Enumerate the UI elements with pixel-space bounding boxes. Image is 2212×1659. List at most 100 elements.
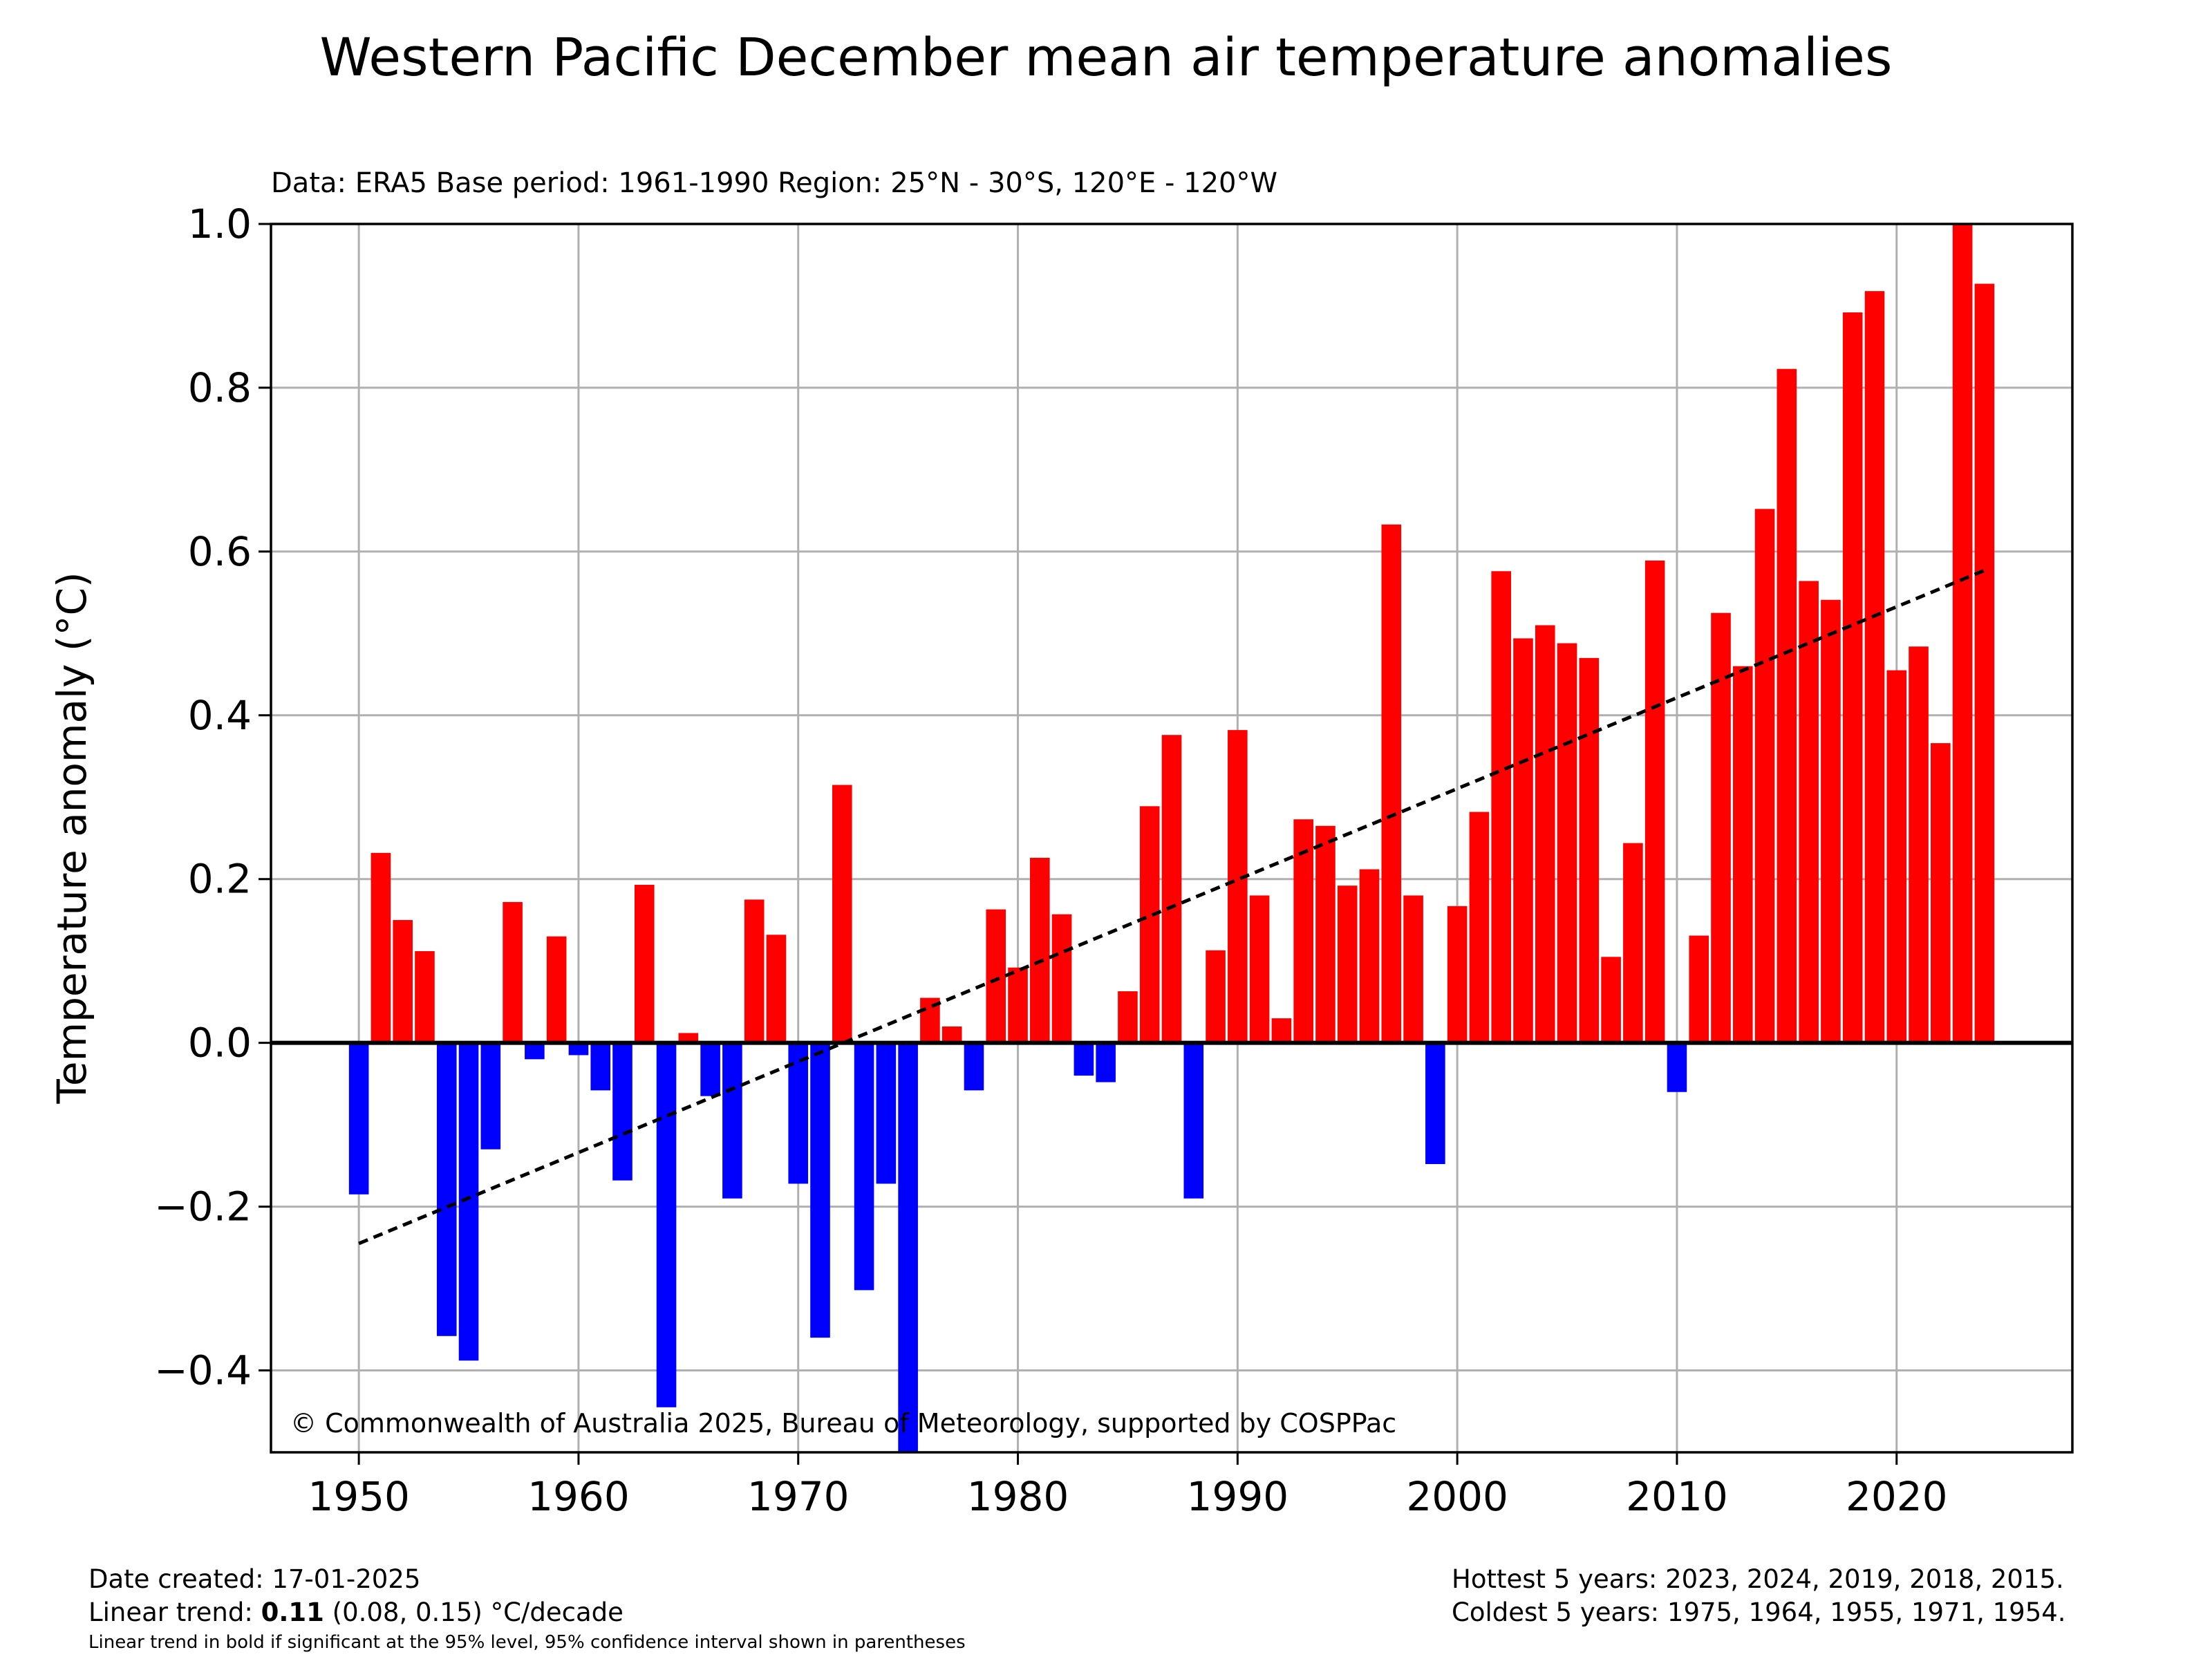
bar-2010 <box>1667 1042 1687 1092</box>
bar-1962 <box>612 1042 632 1181</box>
bar-2009 <box>1644 560 1665 1043</box>
bar-1955 <box>458 1042 479 1361</box>
bar-1965 <box>678 1033 699 1043</box>
bar-1970 <box>788 1042 809 1184</box>
bar-1975 <box>898 1042 918 1452</box>
y-tick-label-m0.4: −0.4 <box>154 1347 252 1394</box>
y-tick-label-0.4: 0.4 <box>188 692 252 739</box>
bar-1950 <box>348 1042 369 1194</box>
bar-2000 <box>1447 906 1468 1043</box>
trend-prefix: Linear trend: <box>88 1597 261 1627</box>
x-tick-label-2000: 2000 <box>1406 1473 1508 1520</box>
axes: 1950 1960 1970 1980 1990 2000 2010 2020 −0.4 −0.2… <box>154 200 2074 1520</box>
coldest-years: Coldest 5 years: 1975, 1964, 1955, 1971,… <box>1452 1597 2066 1627</box>
bar-1954 <box>436 1042 457 1336</box>
bar-1969 <box>766 935 787 1043</box>
bar-2012 <box>1711 612 1731 1043</box>
x-tick-label-1960: 1960 <box>527 1473 630 1520</box>
bar-2018 <box>1842 312 1863 1043</box>
bar-1964 <box>656 1042 677 1407</box>
bar-1963 <box>634 885 655 1043</box>
bar-2015 <box>1777 368 1797 1043</box>
bar-2011 <box>1689 935 1709 1043</box>
bar-1974 <box>876 1042 897 1184</box>
bar-2013 <box>1732 666 1753 1043</box>
y-tick-label-1: 1.0 <box>188 200 252 247</box>
trend-line <box>358 568 1985 1246</box>
bar-1972 <box>832 785 852 1043</box>
y-tick-label-m0.2: −0.2 <box>154 1183 252 1230</box>
x-tick-label-1980: 1980 <box>967 1473 1069 1520</box>
bar-1988 <box>1183 1042 1204 1199</box>
bar-2002 <box>1491 571 1512 1043</box>
bar-1977 <box>941 1026 962 1043</box>
bar-2004 <box>1535 625 1555 1043</box>
bar-1995 <box>1337 885 1358 1043</box>
bar-2017 <box>1821 599 1841 1043</box>
bar-2008 <box>1623 843 1643 1043</box>
y-tick-label-0: 0.0 <box>188 1020 252 1067</box>
bar-1978 <box>964 1042 984 1091</box>
hottest-years: Hottest 5 years: 2023, 2024, 2019, 2018,… <box>1452 1564 2064 1594</box>
plot-frame <box>270 223 2074 1454</box>
bar-1959 <box>546 936 567 1043</box>
bar-2014 <box>1754 509 1775 1043</box>
date-created: Date created: 17-01-2025 <box>88 1564 421 1594</box>
x-tick-label-1970: 1970 <box>747 1473 850 1520</box>
bar-2005 <box>1557 643 1577 1043</box>
bar-1968 <box>744 899 765 1043</box>
bar-1990 <box>1228 730 1248 1043</box>
bar-2021 <box>1909 646 1929 1043</box>
bar-1952 <box>393 919 413 1043</box>
trend-note: Linear trend in bold if significant at t… <box>88 1632 966 1653</box>
bar-2022 <box>1931 743 1951 1043</box>
bar-1997 <box>1381 524 1402 1043</box>
trend-value: 0.11 <box>261 1597 324 1627</box>
bar-2019 <box>1864 291 1885 1043</box>
y-tick-label-0.2: 0.2 <box>188 856 252 903</box>
bar-1985 <box>1118 991 1138 1043</box>
bar-1967 <box>722 1042 742 1199</box>
bar-2023 <box>1952 224 1973 1043</box>
bar-1957 <box>503 901 523 1043</box>
bar-2001 <box>1469 812 1490 1043</box>
bar-1958 <box>525 1042 545 1060</box>
bar-1998 <box>1403 895 1423 1043</box>
bar-1981 <box>1030 857 1050 1043</box>
bar-1982 <box>1051 914 1072 1043</box>
bar-2003 <box>1513 638 1533 1043</box>
bar-1961 <box>590 1042 611 1091</box>
y-tick-label-0.6: 0.6 <box>188 528 252 575</box>
trend-layer <box>358 568 1985 1246</box>
bar-1979 <box>986 909 1006 1043</box>
bar-1956 <box>480 1042 501 1150</box>
bar-1984 <box>1096 1042 1116 1082</box>
bar-1992 <box>1271 1018 1292 1043</box>
bar-2024 <box>1974 283 1995 1043</box>
bar-1987 <box>1161 735 1182 1043</box>
bar-1999 <box>1425 1042 1445 1164</box>
y-tick-label-0.8: 0.8 <box>188 364 252 411</box>
bar-1986 <box>1139 806 1160 1043</box>
bar-1996 <box>1359 869 1380 1043</box>
bar-1993 <box>1293 819 1313 1043</box>
bars <box>348 224 1995 1452</box>
bar-2006 <box>1579 657 1600 1043</box>
bar-2016 <box>1799 581 1819 1043</box>
bar-1966 <box>700 1042 720 1096</box>
chart-subtitle: Data: ERA5 Base period: 1961-1990 Region… <box>271 167 1278 199</box>
x-tick-label-1950: 1950 <box>308 1473 410 1520</box>
trend-suffix: (0.08, 0.15) °C/decade <box>324 1597 624 1627</box>
bar-1953 <box>415 950 435 1043</box>
bar-1989 <box>1206 950 1226 1043</box>
bar-1973 <box>854 1042 874 1291</box>
x-tick-label-1990: 1990 <box>1187 1473 1289 1520</box>
bar-1960 <box>568 1042 589 1056</box>
y-axis-label: Temperature anomaly (°C) <box>48 572 95 1104</box>
bar-1994 <box>1315 825 1335 1043</box>
bar-1983 <box>1074 1042 1094 1076</box>
bar-1951 <box>371 852 391 1043</box>
bar-2007 <box>1601 957 1621 1043</box>
x-tick-label-2010: 2010 <box>1626 1473 1728 1520</box>
